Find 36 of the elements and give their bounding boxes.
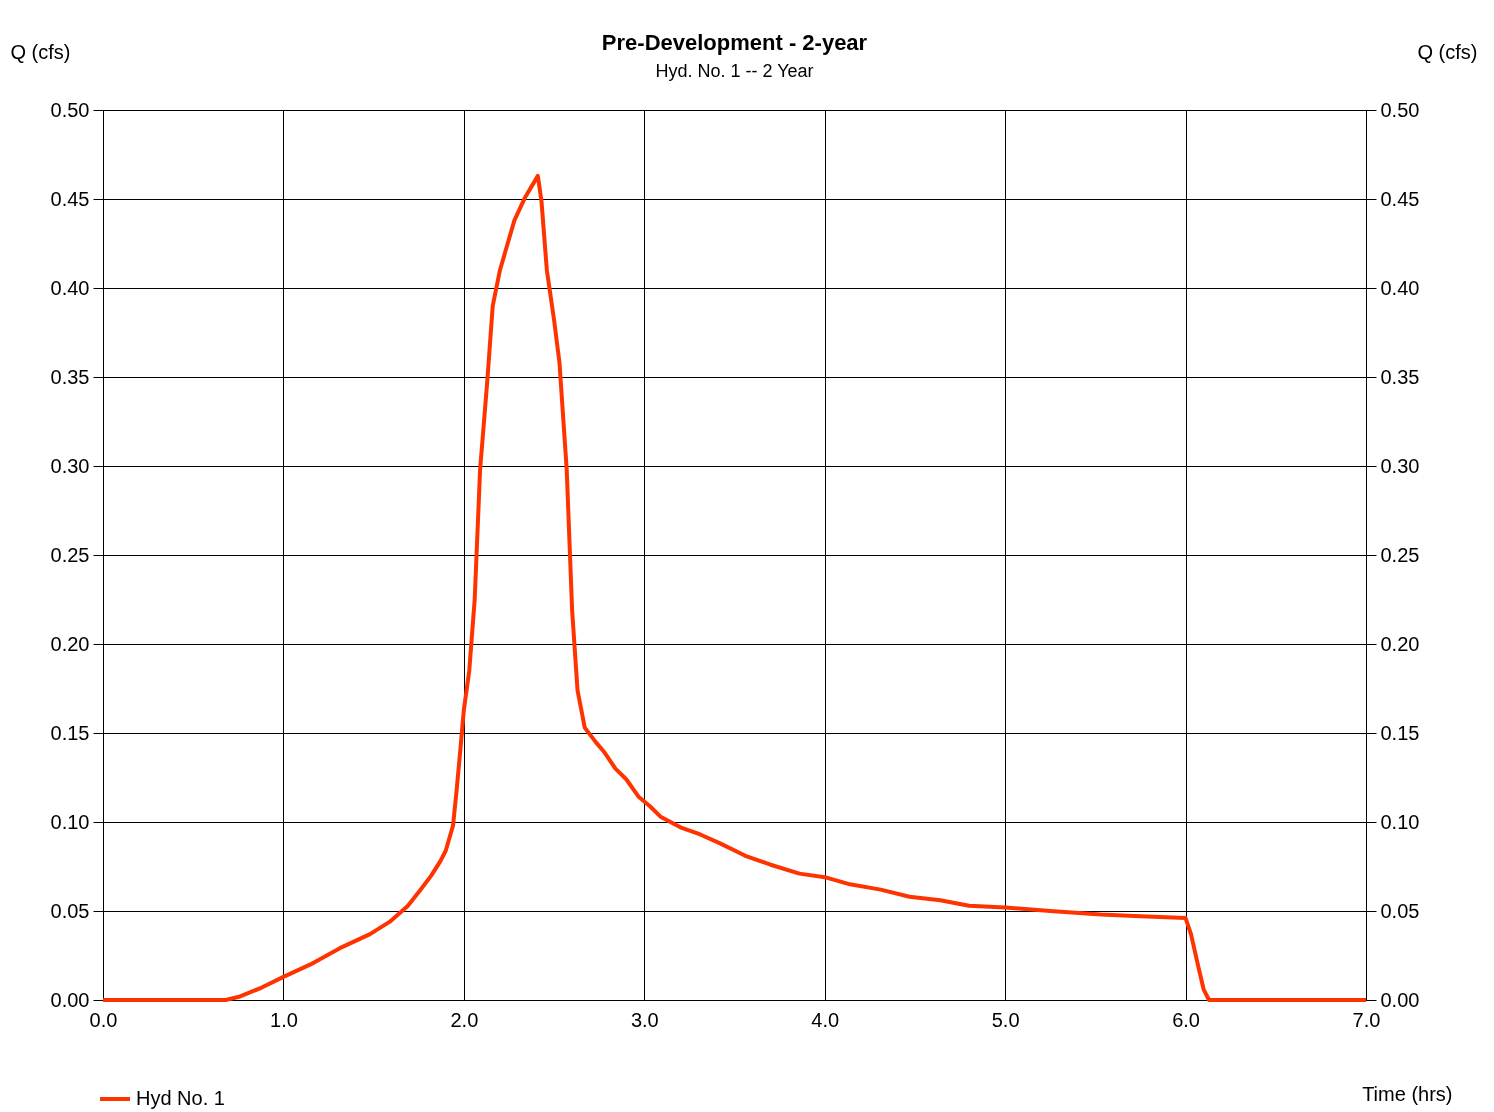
x-tick-label: 2.0 bbox=[450, 1008, 479, 1031]
y2-tick-label: 0.50 bbox=[1380, 98, 1420, 121]
y-tick-label: 0.00 bbox=[50, 988, 90, 1011]
y-tick-label: 0.35 bbox=[50, 365, 90, 388]
x-tick-label: 6.0 bbox=[1172, 1008, 1200, 1031]
y2-tick-label: 0.10 bbox=[1380, 810, 1420, 833]
y2-tick-label: 0.40 bbox=[1380, 276, 1420, 299]
y2-tick-label: 0.45 bbox=[1380, 187, 1420, 210]
legend-label: Hyd No. 1 bbox=[136, 1087, 225, 1109]
x-tick-label: 3.0 bbox=[630, 1008, 659, 1031]
y-tick-label: 0.45 bbox=[50, 187, 90, 210]
y2-tick-label: 0.20 bbox=[1380, 632, 1420, 655]
y-tick-label: 0.25 bbox=[50, 543, 90, 566]
y-tick-label: 0.05 bbox=[50, 899, 90, 922]
y2-tick-label: 0.35 bbox=[1380, 365, 1420, 388]
x-tick-label: 5.0 bbox=[991, 1008, 1020, 1031]
y2-tick-label: 0.30 bbox=[1380, 454, 1420, 477]
x-tick-label: 0.0 bbox=[89, 1008, 118, 1031]
y-tick-label: 0.15 bbox=[50, 721, 90, 744]
y-tick-label: 0.10 bbox=[50, 810, 90, 833]
chart-title: Pre-Development - 2-year bbox=[601, 30, 868, 55]
x-tick-label: 7.0 bbox=[1352, 1008, 1381, 1031]
y-tick-label: 0.40 bbox=[50, 276, 90, 299]
x-axis-title: Time (hrs) bbox=[1362, 1082, 1453, 1105]
y2-tick-label: 0.00 bbox=[1380, 988, 1420, 1011]
y2-tick-label: 0.15 bbox=[1380, 721, 1420, 744]
y-tick-label: 0.30 bbox=[50, 454, 90, 477]
y-tick-label: 0.20 bbox=[50, 632, 90, 655]
chart-subtitle: Hyd. No. 1 -- 2 Year bbox=[655, 61, 814, 81]
y2-tick-label: 0.25 bbox=[1380, 543, 1420, 566]
y2-tick-label: 0.05 bbox=[1380, 899, 1420, 922]
y-tick-label: 0.50 bbox=[50, 98, 90, 121]
x-tick-label: 4.0 bbox=[811, 1008, 840, 1031]
y2-axis-title: Q (cfs) bbox=[1417, 40, 1478, 63]
y-axis-title: Q (cfs) bbox=[10, 40, 71, 63]
x-tick-label: 1.0 bbox=[270, 1008, 298, 1031]
